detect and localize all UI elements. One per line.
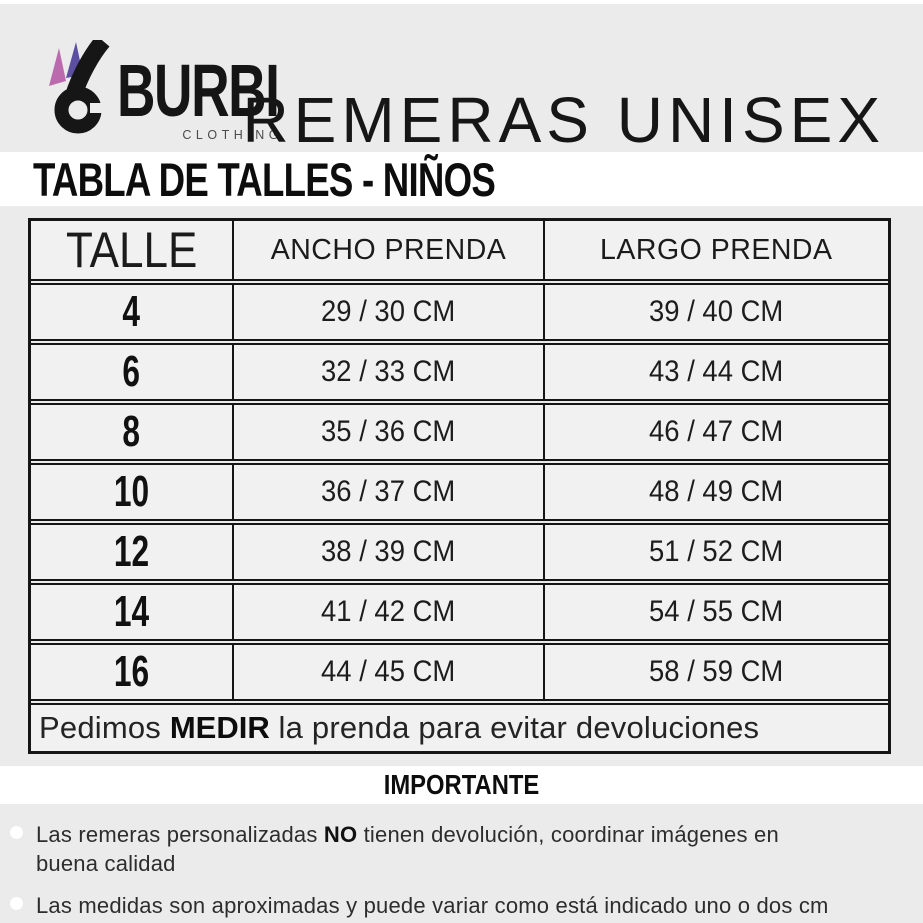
size-cell: 8 — [122, 407, 141, 456]
logo-mark-icon — [49, 40, 110, 134]
table-row: 14 41 / 42 CM 54 / 55 CM — [31, 583, 888, 641]
size-cell: 14 — [114, 587, 150, 636]
importante-title: IMPORTANTE — [383, 769, 540, 800]
brand-name: BURBI — [117, 49, 280, 132]
table-row: 4 29 / 30 CM 39 / 40 CM — [31, 283, 888, 341]
header-cell-talle: TALLE — [66, 222, 198, 278]
note-suffix: Las medidas son aproximadas y puede vari… — [36, 892, 829, 918]
size-table: TALLE ANCHO PRENDA LARGO PRENDA 4 29 / 3… — [28, 218, 891, 754]
note-item: Las remeras personalizadas NO tienen dev… — [10, 820, 907, 879]
length-cell: 58 / 59 CM — [649, 655, 784, 688]
table-note-prefix: Pedimos — [39, 710, 170, 745]
bullet-icon — [10, 826, 23, 839]
size-cell: 10 — [114, 467, 150, 516]
length-cell: 54 / 55 CM — [649, 595, 784, 628]
width-cell: 36 / 37 CM — [321, 475, 456, 508]
table-row: 12 38 / 39 CM 51 / 52 CM — [31, 523, 888, 581]
table-header-row: TALLE ANCHO PRENDA LARGO PRENDA — [31, 221, 888, 281]
brand-logo: BURBI CLOTHING — [42, 40, 341, 142]
table-note-row: Pedimos MEDIR la prenda para evitar devo… — [31, 703, 888, 751]
length-cell: 39 / 40 CM — [649, 295, 784, 328]
width-cell: 41 / 42 CM — [321, 595, 456, 628]
note-bold: NO — [323, 822, 358, 847]
table-note-bold: MEDIR — [169, 710, 270, 745]
width-cell: 44 / 45 CM — [321, 655, 456, 688]
table-row: 16 44 / 45 CM 58 / 59 CM — [31, 643, 888, 701]
table-row: 10 36 / 37 CM 48 / 49 CM — [31, 463, 888, 521]
size-cell: 4 — [122, 287, 141, 336]
section-title-band: TABLA DE TALLES - NIÑOS — [0, 152, 923, 206]
size-cell: 12 — [114, 527, 150, 576]
page-title: REMERAS UNISEX — [242, 84, 885, 156]
length-cell: 46 / 47 CM — [649, 415, 784, 448]
length-cell: 51 / 52 CM — [649, 535, 784, 568]
header: BURBI CLOTHING REMERAS UNISEX — [0, 4, 923, 152]
width-cell: 29 / 30 CM — [321, 295, 456, 328]
header-cell-largo: LARGO PRENDA — [542, 221, 888, 279]
length-cell: 48 / 49 CM — [649, 475, 784, 508]
size-cell: 6 — [122, 347, 141, 396]
note-suffix: tienen devolución, coordinar imágenes en… — [36, 822, 786, 877]
bullet-icon — [10, 896, 23, 910]
brand-subtitle: CLOTHING — [182, 128, 283, 143]
section-title: TABLA DE TALLES - NIÑOS — [33, 152, 496, 206]
top-strip — [0, 0, 923, 4]
width-cell: 32 / 33 CM — [321, 355, 456, 388]
note-text: Las remeras personalizadas NO tienen dev… — [36, 820, 781, 879]
note-prefix: Las remeras personalizadas — [36, 822, 324, 847]
table-row: 6 32 / 33 CM 43 / 44 CM — [31, 343, 888, 401]
table-row: 8 35 / 36 CM 46 / 47 CM — [31, 403, 888, 461]
length-cell: 43 / 44 CM — [649, 355, 784, 388]
importante-band: IMPORTANTE — [0, 766, 923, 804]
note-item: Las medidas son aproximadas y puede vari… — [10, 891, 907, 920]
size-cell: 16 — [114, 647, 150, 696]
width-cell: 35 / 36 CM — [321, 415, 456, 448]
notes-list: Las remeras personalizadas NO tienen dev… — [0, 804, 923, 920]
width-cell: 38 / 39 CM — [321, 535, 456, 568]
note-text: Las medidas son aproximadas y puede vari… — [36, 891, 829, 920]
table-note-suffix: la prenda para evitar devoluciones — [269, 710, 760, 745]
header-cell-ancho: ANCHO PRENDA — [232, 221, 542, 279]
brand-text-block: BURBI CLOTHING — [117, 40, 341, 142]
